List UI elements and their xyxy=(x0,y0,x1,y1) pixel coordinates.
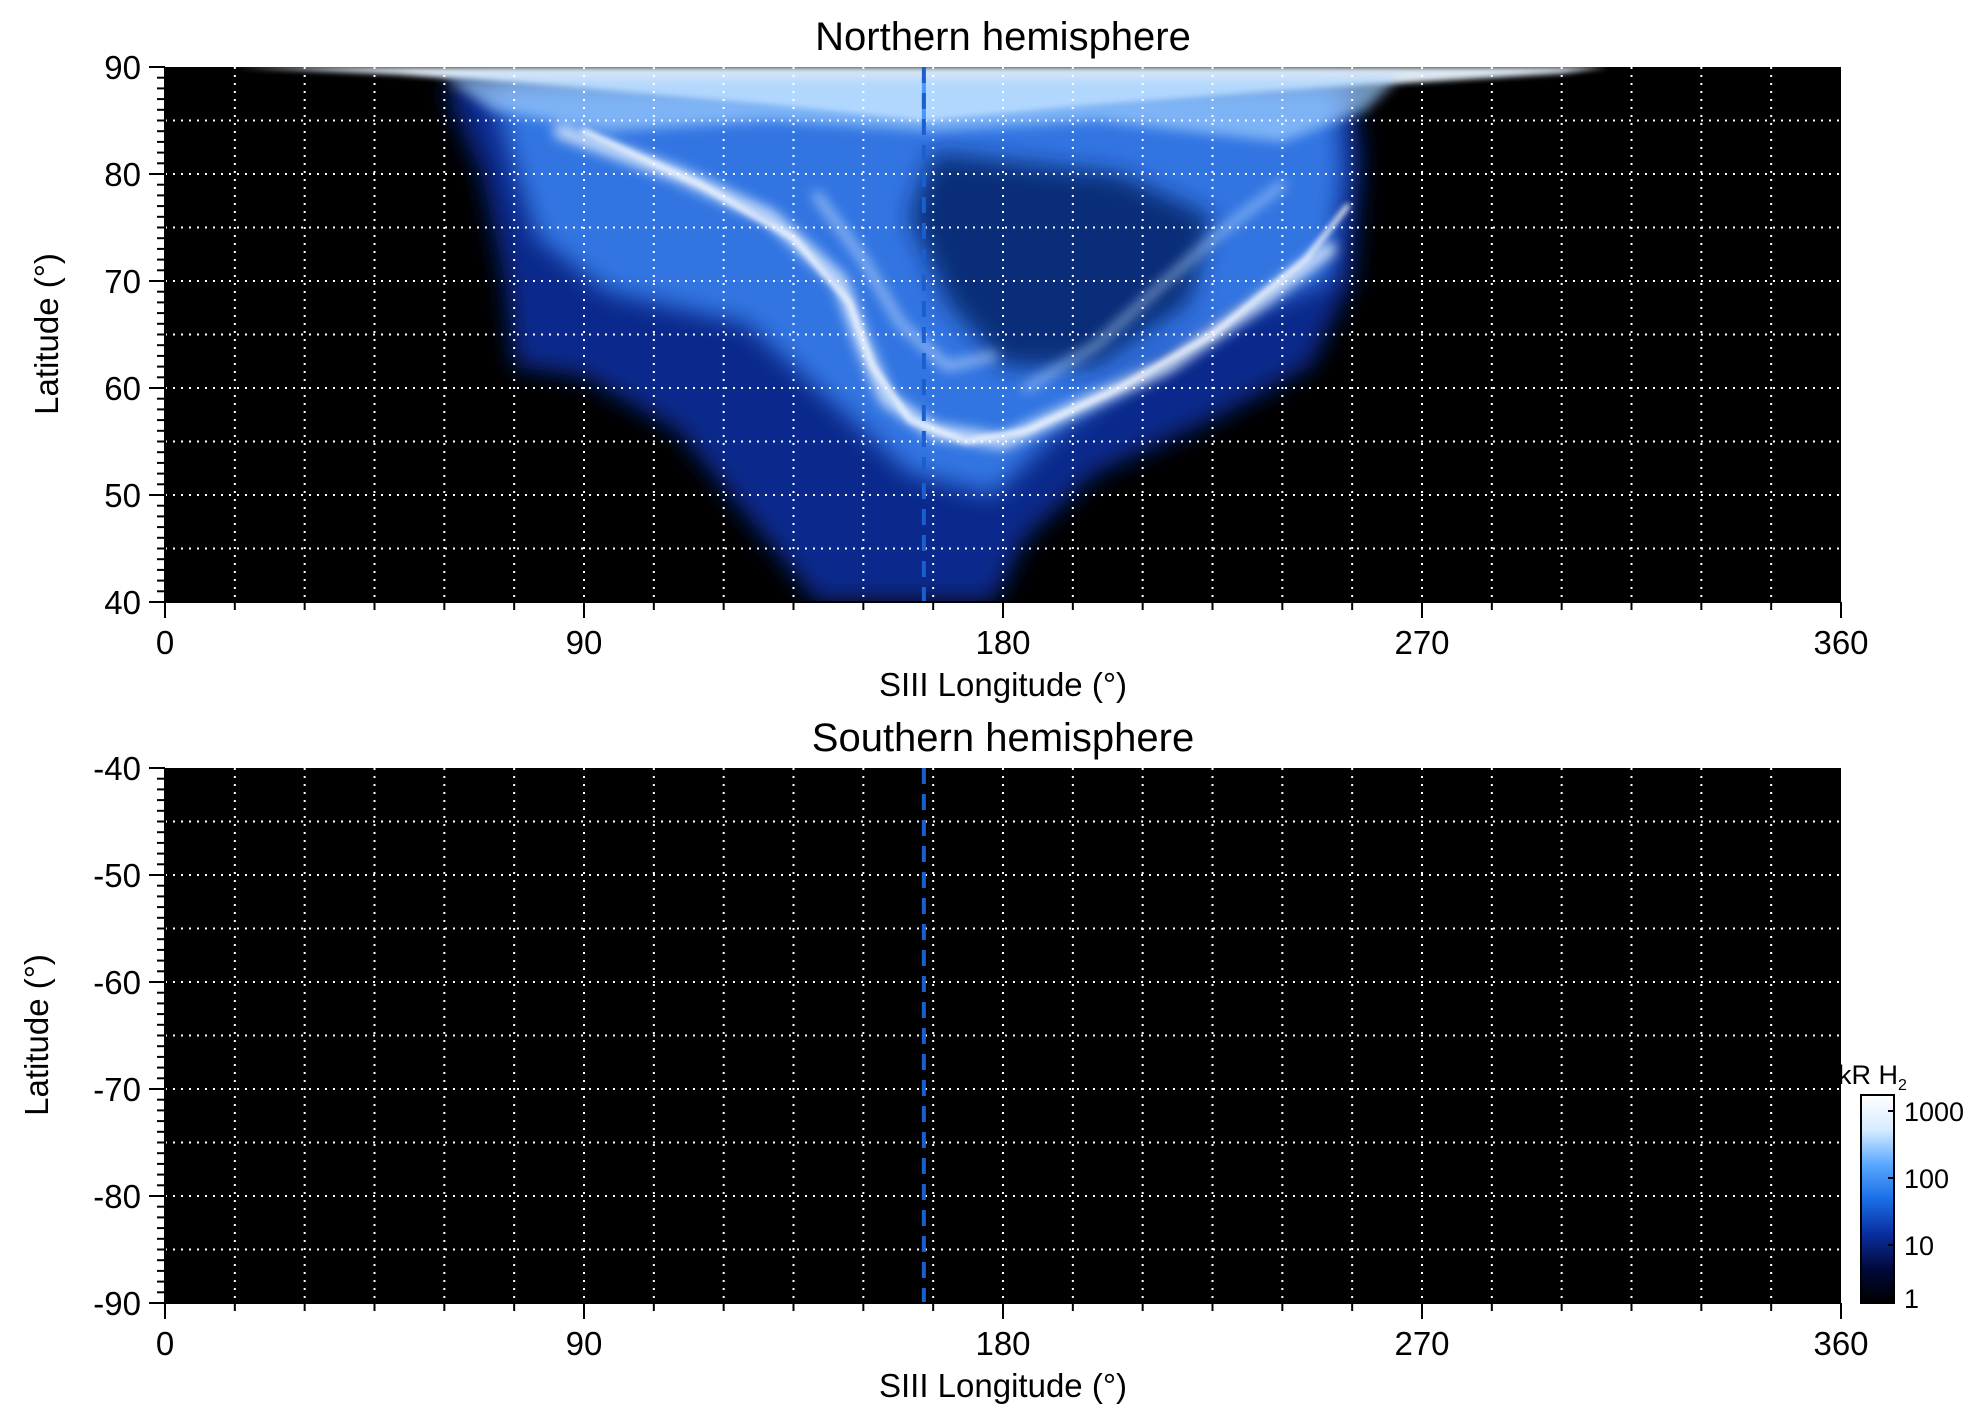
south-axes: -90 -80 -70 -60 -50 -40 0 90 180 270 360 xyxy=(93,750,1868,1362)
north-x-tick-label: 180 xyxy=(975,624,1030,661)
colorbar-unit: kR H2 xyxy=(1838,1060,1907,1094)
north-axes: 40 50 60 70 80 90 0 90 180 270 360 xyxy=(104,49,1868,661)
north-y-tick-label: 80 xyxy=(104,156,141,193)
south-panel: Southern hemisphere -90 -80 -70 -60 -50 -40 0 9… xyxy=(18,716,1869,1404)
north-y-tick-label: 90 xyxy=(104,49,141,86)
north-y-tick-label: 70 xyxy=(104,263,141,300)
south-y-tick-label: -40 xyxy=(93,750,141,787)
colorbar-ticks: 1 10 100 1000 xyxy=(1888,1097,1964,1314)
colorbar-tick-label: 10 xyxy=(1904,1231,1934,1261)
colorbar-tick-label: 1000 xyxy=(1904,1097,1964,1127)
south-y-tick-label: -80 xyxy=(93,1178,141,1215)
north-inner-arc xyxy=(812,191,998,371)
colorbar-unit-main: kR H xyxy=(1838,1060,1898,1090)
colorbar-tick-label: 100 xyxy=(1904,1164,1949,1194)
north-x-tick-label: 90 xyxy=(566,624,603,661)
south-x-tick-label: 360 xyxy=(1813,1325,1868,1362)
north-main-oval xyxy=(553,124,1336,449)
north-auroral-emission xyxy=(234,67,1609,602)
north-ylabel: Latitude (°) xyxy=(28,253,65,415)
south-ylabel: Latitude (°) xyxy=(18,954,55,1116)
south-x-tick-label: 180 xyxy=(975,1325,1030,1362)
south-y-tick-label: -90 xyxy=(93,1285,141,1322)
colorbar-gradient xyxy=(1860,1094,1895,1304)
south-x-tick-label: 270 xyxy=(1394,1325,1449,1362)
north-x-tick-label: 270 xyxy=(1394,624,1449,661)
north-title: Northern hemisphere xyxy=(815,15,1191,59)
north-x-tick-label: 0 xyxy=(156,624,174,661)
colorbar-tick-label: 1 xyxy=(1904,1284,1919,1314)
north-main-oval-core xyxy=(581,128,1350,444)
north-y-tick-label: 40 xyxy=(104,584,141,621)
south-xlabel: SIII Longitude (°) xyxy=(879,1367,1127,1404)
south-x-tick-label: 90 xyxy=(566,1325,603,1362)
north-emission-upper-glow xyxy=(444,77,1399,142)
south-grid xyxy=(165,768,1841,1303)
north-xlabel: SIII Longitude (°) xyxy=(879,666,1127,703)
south-x-tick-label: 0 xyxy=(156,1325,174,1362)
south-y-tick-label: -50 xyxy=(93,857,141,894)
north-y-tick-label: 50 xyxy=(104,477,141,514)
south-y-tick-label: -60 xyxy=(93,964,141,1001)
colorbar-unit-subscript: 2 xyxy=(1898,1077,1907,1094)
north-x-tick-label: 360 xyxy=(1813,624,1868,661)
south-y-tick-label: -70 xyxy=(93,1071,141,1108)
north-grid xyxy=(165,67,1841,602)
colorbar: kR H2 1 10 100 1000 xyxy=(1838,1060,1964,1314)
south-title: Southern hemisphere xyxy=(812,716,1194,760)
north-y-tick-label: 60 xyxy=(104,370,141,407)
north-polar-dark-region xyxy=(909,152,1213,367)
north-panel: Northern hemisphere 40 50 60 70 80 90 0 90 180 27… xyxy=(28,15,1869,703)
